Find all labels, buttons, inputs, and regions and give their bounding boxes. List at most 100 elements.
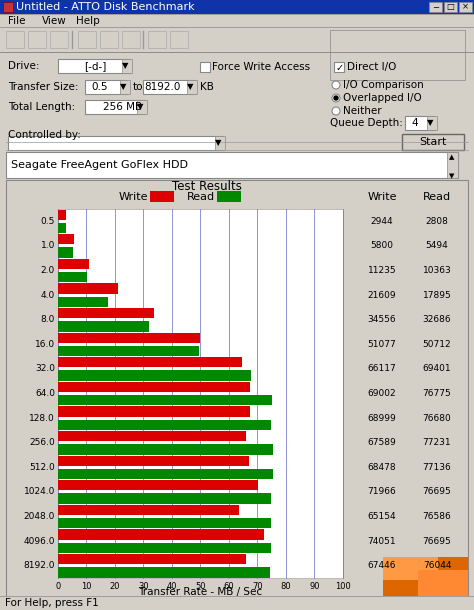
Text: 90: 90	[309, 582, 320, 591]
Bar	[58, 332, 200, 343]
Bar	[170, 31, 188, 48]
Text: Untitled - ATTO Disk Benchmark: Untitled - ATTO Disk Benchmark	[16, 2, 195, 12]
Text: 77136: 77136	[423, 463, 451, 472]
Text: 32.0: 32.0	[35, 364, 55, 373]
Bar	[150, 191, 174, 202]
Text: 8192.0: 8192.0	[144, 82, 180, 92]
Text: 5494: 5494	[426, 242, 448, 250]
Text: Help: Help	[76, 15, 100, 26]
Bar	[58, 357, 242, 367]
Text: ▼: ▼	[137, 102, 143, 112]
Bar	[58, 493, 272, 504]
Bar	[58, 420, 272, 430]
Bar	[58, 406, 250, 417]
Text: ▲: ▲	[449, 154, 455, 160]
Bar	[58, 529, 264, 540]
Bar	[58, 272, 87, 282]
Text: 17895: 17895	[423, 290, 451, 300]
Bar	[405, 116, 435, 130]
Text: 0.5: 0.5	[92, 82, 108, 92]
Text: Controlled by:: Controlled by:	[8, 130, 81, 140]
Text: Neither: Neither	[343, 106, 382, 116]
Text: Write: Write	[118, 192, 148, 202]
Text: ×: ×	[462, 2, 469, 12]
Circle shape	[332, 107, 340, 115]
Bar	[58, 346, 199, 356]
Bar	[58, 209, 343, 578]
Bar	[78, 31, 96, 48]
Text: [-d-]: [-d-]	[84, 61, 106, 71]
Bar	[0, 27, 474, 52]
Text: 21609: 21609	[368, 290, 396, 300]
Text: 10: 10	[81, 582, 92, 591]
Bar	[50, 31, 68, 48]
Text: 32686: 32686	[423, 315, 451, 324]
Text: ▼: ▼	[427, 118, 433, 127]
Text: 5800: 5800	[371, 242, 393, 250]
Text: 256 MB: 256 MB	[103, 102, 142, 112]
Text: 71966: 71966	[368, 487, 396, 497]
Text: Drive:: Drive:	[8, 61, 39, 71]
Bar	[58, 395, 272, 405]
Bar	[58, 223, 66, 233]
Bar	[58, 59, 130, 73]
Bar	[0, 596, 474, 610]
Text: □: □	[447, 2, 455, 12]
Text: 0: 0	[55, 582, 61, 591]
Text: 1.0: 1.0	[41, 242, 55, 250]
Text: 74051: 74051	[368, 537, 396, 545]
Text: 70: 70	[252, 582, 263, 591]
Text: 1024.0: 1024.0	[24, 487, 55, 497]
Text: 67589: 67589	[368, 438, 396, 447]
Text: Write: Write	[367, 192, 397, 202]
Text: 67446: 67446	[368, 561, 396, 570]
Bar	[58, 259, 89, 269]
Text: 11235: 11235	[368, 266, 396, 275]
Bar	[58, 283, 118, 293]
Bar	[58, 504, 239, 515]
Text: Queue Depth:: Queue Depth:	[330, 118, 403, 128]
Bar	[334, 62, 344, 72]
Text: File: File	[8, 15, 26, 26]
Text: 76695: 76695	[423, 487, 451, 497]
Text: 60: 60	[224, 582, 234, 591]
Text: 16.0: 16.0	[35, 340, 55, 349]
Circle shape	[332, 94, 340, 102]
Bar	[28, 31, 46, 48]
Bar	[429, 2, 442, 12]
Text: 0.5: 0.5	[41, 217, 55, 226]
Text: 256.0: 256.0	[29, 438, 55, 447]
Bar	[148, 31, 166, 48]
Bar	[0, 52, 474, 142]
Bar	[402, 134, 464, 150]
Bar	[0, 14, 474, 27]
Text: 4096.0: 4096.0	[24, 537, 55, 545]
Bar	[3, 2, 13, 12]
Text: 76044: 76044	[423, 561, 451, 570]
Bar	[58, 542, 272, 553]
Text: Read: Read	[423, 192, 451, 202]
Text: Transfer Size:: Transfer Size:	[8, 82, 79, 92]
Bar	[444, 2, 457, 12]
Text: ▼: ▼	[122, 62, 128, 71]
Bar	[58, 480, 258, 490]
Text: KB: KB	[200, 82, 214, 92]
Text: 65154: 65154	[368, 512, 396, 521]
Text: 68999: 68999	[368, 414, 396, 423]
Bar	[6, 152, 458, 178]
Text: 50712: 50712	[423, 340, 451, 349]
Text: For Help, press F1: For Help, press F1	[5, 598, 99, 608]
Text: 100: 100	[335, 582, 351, 591]
Bar	[383, 557, 438, 580]
Text: 76586: 76586	[423, 512, 451, 521]
Text: Transfer Rate - MB / Sec: Transfer Rate - MB / Sec	[138, 587, 263, 597]
Bar	[447, 152, 458, 178]
Text: 128.0: 128.0	[29, 414, 55, 423]
Text: 30: 30	[138, 582, 149, 591]
Text: 8192.0: 8192.0	[24, 561, 55, 570]
Bar	[8, 136, 223, 150]
Text: I/O Comparison: I/O Comparison	[343, 80, 424, 90]
Bar	[58, 370, 251, 381]
Bar	[58, 554, 246, 564]
Bar	[58, 296, 108, 307]
